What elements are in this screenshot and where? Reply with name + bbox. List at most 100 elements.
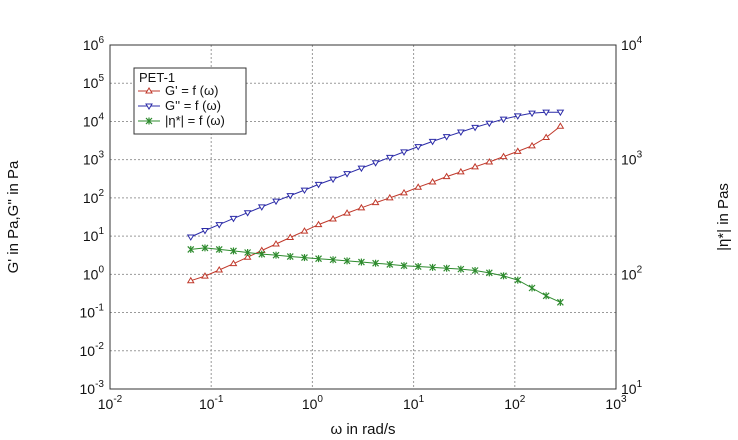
complex-viscosity-point — [500, 272, 507, 280]
g-double-prime-point — [343, 171, 351, 178]
complex-viscosity-point — [457, 265, 465, 273]
g-double-prime-point — [329, 176, 337, 184]
g-double-prime-point — [229, 215, 238, 223]
x-tick-label: 10-2 — [98, 394, 123, 412]
complex-viscosity-point — [244, 249, 252, 257]
complex-viscosity-point — [272, 251, 280, 259]
y-tick-label: 106 — [83, 35, 105, 53]
y-tick-label: 100 — [83, 264, 105, 282]
g-double-prime-point — [314, 181, 323, 189]
legend-label-g-prime: G' = f (ω) — [165, 83, 218, 98]
legend-marker-g-prime — [145, 87, 153, 94]
complex-viscosity-point — [485, 269, 493, 277]
complex-viscosity-point — [400, 262, 408, 270]
g-double-prime-point — [471, 124, 479, 132]
g-double-prime-point — [499, 116, 508, 124]
g-prime-point — [400, 188, 408, 196]
legend: PET-1 G' = f (ω)G'' = f (ω)|η*| = f (ω) — [133, 67, 247, 135]
complex-viscosity-point — [215, 245, 223, 253]
g-prime-point — [300, 227, 309, 234]
g-double-prime-point — [528, 110, 536, 118]
g-double-prime-point — [286, 193, 295, 200]
g-double-prime-point — [201, 228, 209, 235]
legend-entries: G' = f (ω)G'' = f (ω)|η*| = f (ω) — [138, 83, 225, 128]
g-prime-point — [513, 147, 522, 154]
complex-viscosity-point — [187, 245, 195, 253]
complex-viscosity-point — [414, 263, 422, 271]
complex-viscosity-point — [301, 254, 308, 262]
g-prime-point — [528, 141, 536, 149]
g-prime-point — [414, 183, 423, 190]
x-tick-label: 100 — [302, 394, 324, 412]
axes: 10-2 10-1 100 101 102 10310-310-210-110010110… — [80, 35, 643, 412]
g-double-prime-point — [428, 138, 437, 146]
complex-viscosity-point — [343, 257, 351, 265]
legend-marker-complex-viscosity — [145, 117, 153, 125]
g-double-prime-point — [485, 120, 494, 128]
y-tick-label: 101 — [83, 226, 105, 244]
complex-viscosity-point — [542, 292, 550, 300]
complex-viscosity-point — [514, 276, 522, 284]
g-prime-point — [499, 152, 508, 160]
g-prime-point — [542, 133, 551, 141]
g-prime-point — [272, 240, 280, 247]
g-prime-point — [371, 198, 380, 206]
g-prime-point — [186, 276, 195, 284]
complex-viscosity-point — [315, 255, 322, 263]
g-prime-point — [357, 203, 366, 211]
legend-box — [133, 67, 247, 135]
x-tick-label: 103 — [605, 394, 627, 412]
g-double-prime-point — [542, 109, 551, 117]
x-tick-label: 102 — [504, 394, 526, 412]
series-layer — [186, 109, 565, 306]
g-prime-point — [456, 167, 465, 175]
x-axis-label: ω in rad/s — [330, 421, 395, 438]
g-prime-point — [343, 209, 351, 216]
complex-viscosity-point — [286, 253, 294, 261]
legend-label-complex-viscosity: |η*| = f (ω) — [165, 113, 225, 128]
g-prime-point — [314, 220, 323, 228]
g-prime-point — [201, 272, 209, 279]
g-double-prime-point — [556, 109, 565, 117]
complex-viscosity-point — [429, 263, 437, 271]
y-axis-label: G' in Pa,G'' in Pa — [5, 160, 22, 273]
complex-viscosity-point — [443, 264, 451, 272]
complex-viscosity-point — [372, 259, 380, 267]
y2-tick-label: 102 — [621, 264, 643, 282]
y-tick-label: 103 — [83, 150, 105, 168]
y-tick-label: 10-2 — [80, 341, 105, 359]
g-prime-point — [428, 178, 437, 185]
y2-tick-label: 103 — [621, 150, 643, 168]
y-tick-label: 102 — [83, 188, 105, 206]
y-tick-label: 104 — [83, 111, 105, 129]
g-double-prime-point — [513, 113, 522, 120]
g-double-prime-point — [400, 149, 408, 156]
x-tick-label: 101 — [403, 394, 425, 412]
g-double-prime-point — [442, 134, 451, 141]
y-tick-label: 10-3 — [80, 379, 105, 397]
g-prime-point — [329, 215, 337, 222]
x-tick-label: 10-1 — [199, 394, 224, 412]
y2-tick-label: 104 — [621, 35, 643, 53]
g-prime-point — [471, 162, 479, 170]
complex-viscosity-point — [329, 256, 337, 264]
complex-viscosity-point — [357, 258, 365, 266]
g-double-prime-point — [456, 129, 465, 136]
plot-frame — [109, 44, 617, 390]
g-prime-point — [286, 233, 295, 240]
y-tick-label: 10-1 — [80, 303, 105, 321]
complex-viscosity-point — [386, 260, 394, 268]
complex-viscosity-point — [230, 247, 237, 255]
g-double-prime-point — [272, 198, 280, 206]
legend-title: PET-1 — [139, 70, 175, 85]
legend-label-g-double-prime: G'' = f (ω) — [165, 98, 221, 113]
y2-tick-label: 101 — [621, 379, 643, 397]
complex-viscosity-point — [556, 298, 564, 306]
g-double-prime-point — [371, 160, 380, 167]
g-double-prime-point — [357, 165, 366, 173]
g-double-prime-point — [243, 210, 252, 217]
legend-marker-g-double-prime — [145, 103, 153, 110]
complex-viscosity-point — [528, 284, 536, 292]
g-double-prime-point — [186, 234, 195, 241]
